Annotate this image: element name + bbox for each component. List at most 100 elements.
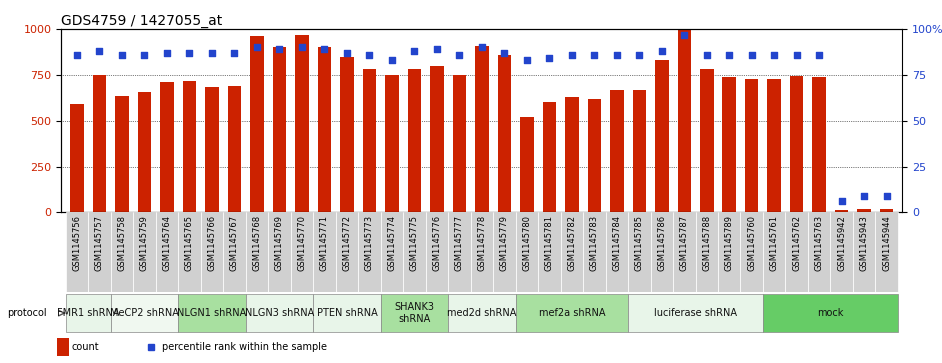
FancyBboxPatch shape (89, 212, 111, 292)
Bar (880, 209, 893, 212)
Text: mef2a shRNA: mef2a shRNA (539, 308, 605, 318)
FancyBboxPatch shape (560, 212, 583, 292)
Point (587, 52, 602, 58)
Bar (66, 294, 111, 332)
Bar (408, 69, 421, 212)
Bar (205, 87, 219, 212)
FancyBboxPatch shape (133, 212, 155, 292)
FancyBboxPatch shape (651, 212, 673, 292)
Bar (655, 60, 669, 212)
Point (744, 52, 759, 58)
FancyBboxPatch shape (673, 212, 695, 292)
FancyBboxPatch shape (786, 212, 808, 292)
Text: GSM1145785: GSM1145785 (635, 215, 643, 271)
Text: GSM1145780: GSM1145780 (522, 215, 531, 271)
Text: GSM1145786: GSM1145786 (658, 215, 666, 271)
Text: GSM1145763: GSM1145763 (815, 215, 823, 271)
Point (655, 48, 670, 54)
Bar (111, 294, 178, 332)
Bar (723, 77, 736, 212)
Text: MeCP2 shRNA: MeCP2 shRNA (110, 308, 179, 318)
Point (856, 193, 871, 199)
Bar (92, 75, 106, 212)
Text: mock: mock (818, 308, 844, 318)
Text: GSM1145757: GSM1145757 (95, 215, 104, 271)
FancyBboxPatch shape (695, 212, 718, 292)
Bar (475, 46, 489, 212)
Bar (565, 97, 578, 212)
Bar (628, 294, 763, 332)
Bar (588, 99, 601, 212)
Point (294, 44, 309, 50)
Text: GSM1145756: GSM1145756 (73, 215, 81, 271)
Bar (363, 69, 376, 212)
Text: GDS4759 / 1427055_at: GDS4759 / 1427055_at (61, 14, 222, 28)
Point (767, 52, 782, 58)
Point (250, 44, 265, 50)
Text: GSM1145761: GSM1145761 (770, 215, 779, 271)
Text: PTEN shRNA: PTEN shRNA (317, 308, 377, 318)
FancyBboxPatch shape (223, 212, 246, 292)
Bar (745, 78, 758, 212)
Point (182, 50, 197, 56)
Point (564, 52, 579, 58)
Bar (272, 47, 286, 212)
Point (272, 46, 287, 52)
Text: protocol: protocol (8, 308, 47, 318)
Bar (768, 78, 781, 212)
Bar (160, 82, 173, 212)
Bar (835, 209, 849, 212)
Bar (246, 294, 313, 332)
FancyBboxPatch shape (291, 212, 313, 292)
Bar (178, 294, 246, 332)
Text: luciferase shRNA: luciferase shRNA (654, 308, 737, 318)
FancyBboxPatch shape (111, 212, 133, 292)
Point (339, 50, 354, 56)
Text: GSM1145769: GSM1145769 (275, 215, 284, 271)
Text: GSM1145787: GSM1145787 (680, 215, 689, 271)
Text: GSM1145773: GSM1145773 (365, 215, 374, 271)
FancyBboxPatch shape (538, 212, 560, 292)
Bar (228, 86, 241, 212)
Text: GSM1145777: GSM1145777 (455, 215, 463, 271)
FancyBboxPatch shape (808, 212, 831, 292)
Bar (251, 36, 264, 212)
Bar (57, 338, 69, 356)
Bar (700, 69, 713, 212)
Point (114, 52, 129, 58)
Text: SHANK3
shRNA: SHANK3 shRNA (395, 302, 434, 324)
FancyBboxPatch shape (583, 212, 606, 292)
Point (722, 52, 737, 58)
Bar (115, 96, 129, 212)
Text: GSM1145775: GSM1145775 (410, 215, 419, 271)
Bar (790, 76, 804, 212)
FancyBboxPatch shape (358, 212, 381, 292)
Bar (317, 47, 332, 212)
Text: GSM1145759: GSM1145759 (140, 215, 149, 271)
Bar (632, 90, 646, 212)
Point (812, 52, 827, 58)
Text: percentile rank within the sample: percentile rank within the sample (162, 342, 327, 352)
Text: GSM1145758: GSM1145758 (118, 215, 126, 271)
FancyBboxPatch shape (381, 212, 403, 292)
FancyBboxPatch shape (718, 212, 740, 292)
FancyBboxPatch shape (448, 212, 471, 292)
Text: GSM1145768: GSM1145768 (252, 215, 262, 271)
Text: count: count (72, 342, 99, 352)
Point (452, 52, 467, 58)
Point (362, 52, 377, 58)
Bar (763, 294, 898, 332)
Text: GSM1145765: GSM1145765 (185, 215, 194, 271)
Point (496, 50, 512, 56)
FancyBboxPatch shape (178, 212, 201, 292)
Text: GSM1145779: GSM1145779 (500, 215, 509, 271)
Point (609, 52, 625, 58)
Point (542, 56, 557, 61)
Point (835, 199, 850, 204)
Point (92, 48, 107, 54)
Bar (497, 55, 512, 212)
Text: GSM1145760: GSM1145760 (747, 215, 756, 271)
Text: GSM1145781: GSM1145781 (544, 215, 554, 271)
Point (317, 46, 332, 52)
Point (789, 52, 804, 58)
